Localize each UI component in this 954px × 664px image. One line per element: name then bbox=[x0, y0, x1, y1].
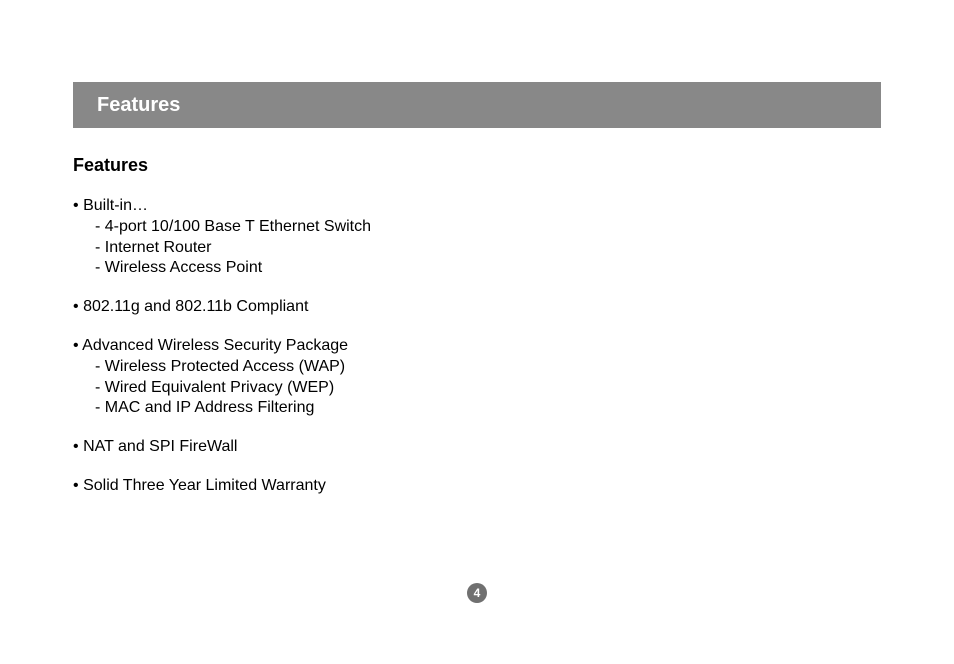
bullet-text: 802.11g and 802.11b Compliant bbox=[83, 298, 308, 315]
document-page: Features Features • Built-in… - 4-port 1… bbox=[0, 0, 954, 664]
sub-text: Wired Equivalent Privacy (WEP) bbox=[105, 379, 334, 396]
sub-text: Wireless Protected Access (WAP) bbox=[105, 358, 345, 375]
sub-marker: - bbox=[95, 358, 100, 375]
bullet-marker: • bbox=[73, 197, 79, 214]
content-area: Features • Built-in… - 4-port 10/100 Bas… bbox=[73, 155, 881, 515]
sub-text: Internet Router bbox=[105, 239, 212, 256]
sub-item: - MAC and IP Address Filtering bbox=[73, 398, 881, 419]
sub-marker: - bbox=[95, 399, 100, 416]
sub-text: 4-port 10/100 Base T Ethernet Switch bbox=[105, 218, 371, 235]
bullet-item: • Solid Three Year Limited Warranty bbox=[73, 476, 881, 497]
sub-item: - Wireless Access Point bbox=[73, 258, 881, 279]
bullet-item: • Built-in… - 4-port 10/100 Base T Ether… bbox=[73, 196, 881, 279]
sub-item: - Wireless Protected Access (WAP) bbox=[73, 357, 881, 378]
sub-item: - Internet Router bbox=[73, 238, 881, 259]
features-list: • Built-in… - 4-port 10/100 Base T Ether… bbox=[73, 196, 881, 497]
bullet-text: NAT and SPI FireWall bbox=[83, 438, 237, 455]
bullet-item: • Advanced Wireless Security Package - W… bbox=[73, 336, 881, 419]
sub-text: MAC and IP Address Filtering bbox=[105, 399, 315, 416]
bullet-marker: • bbox=[73, 337, 79, 354]
bullet-row: • Solid Three Year Limited Warranty bbox=[73, 476, 881, 497]
bullet-marker: • bbox=[73, 438, 79, 455]
bullet-row: • NAT and SPI FireWall bbox=[73, 437, 881, 458]
sub-text: Wireless Access Point bbox=[105, 259, 262, 276]
sub-item: - 4-port 10/100 Base T Ethernet Switch bbox=[73, 217, 881, 238]
bullet-item: • NAT and SPI FireWall bbox=[73, 437, 881, 458]
page-number: 4 bbox=[474, 586, 481, 600]
bullet-row: • Built-in… bbox=[73, 196, 881, 217]
sub-marker: - bbox=[95, 239, 100, 256]
bullet-text: Solid Three Year Limited Warranty bbox=[83, 477, 326, 494]
header-bar: Features bbox=[73, 82, 881, 128]
page-number-badge: 4 bbox=[467, 583, 487, 603]
bullet-item: • 802.11g and 802.11b Compliant bbox=[73, 297, 881, 318]
bullet-marker: • bbox=[73, 298, 79, 315]
bullet-marker: • bbox=[73, 477, 79, 494]
bullet-text: Built-in… bbox=[83, 197, 148, 214]
bullet-row: • Advanced Wireless Security Package bbox=[73, 336, 881, 357]
bullet-row: • 802.11g and 802.11b Compliant bbox=[73, 297, 881, 318]
sub-marker: - bbox=[95, 259, 100, 276]
section-heading: Features bbox=[73, 155, 881, 176]
header-title: Features bbox=[97, 94, 180, 117]
sub-item: - Wired Equivalent Privacy (WEP) bbox=[73, 378, 881, 399]
sub-marker: - bbox=[95, 379, 100, 396]
sub-marker: - bbox=[95, 218, 100, 235]
bullet-text: Advanced Wireless Security Package bbox=[82, 337, 348, 354]
